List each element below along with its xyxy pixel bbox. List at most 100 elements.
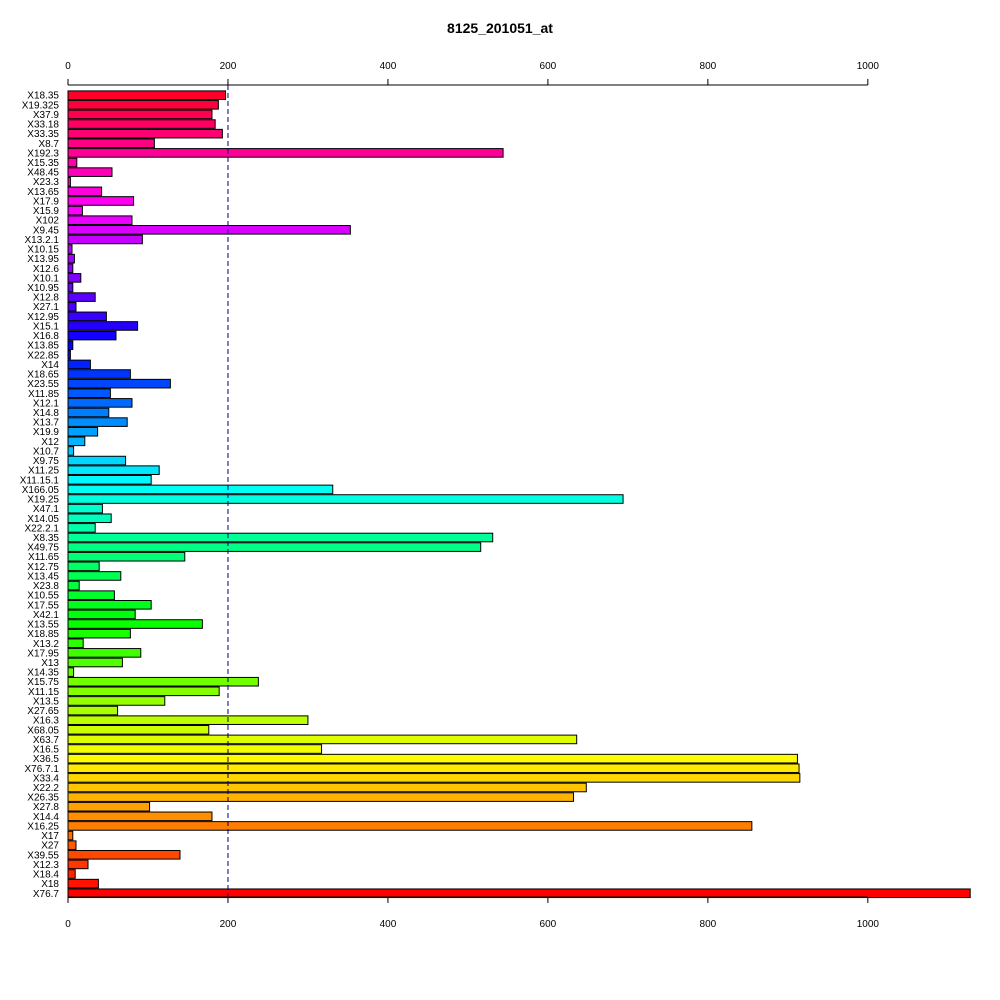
bar-X192.3 <box>67 148 504 158</box>
bar-X13.2 <box>67 638 84 649</box>
bar-X12.95 <box>67 311 107 322</box>
bar-X12.3 <box>67 859 89 870</box>
bar-X8.35 <box>67 532 494 543</box>
bars-layer <box>67 90 971 899</box>
category-label: X22.85 <box>27 350 59 361</box>
category-label: X76.7.1 <box>25 764 60 775</box>
bar-X33.18 <box>67 119 216 129</box>
bar-X19.325 <box>67 100 219 110</box>
bar-X33.4 <box>67 773 801 783</box>
bar-X42.1 <box>67 609 136 620</box>
category-label: X27 <box>41 841 59 852</box>
bar-X12.6 <box>67 263 74 274</box>
category-label: X49.75 <box>27 543 59 554</box>
category-label: X19.25 <box>27 495 59 506</box>
bar-X27 <box>67 840 77 850</box>
category-labels: X18.35X19.325X37.9X33.18X33.35X8.7X192.3… <box>20 91 60 900</box>
bar-X17 <box>67 830 74 841</box>
bar-X13 <box>67 657 123 668</box>
category-label: X16.3 <box>33 716 60 727</box>
bar-X13.65 <box>67 186 103 197</box>
bar-X16.25 <box>67 821 753 831</box>
category-label: X18.4 <box>33 870 60 881</box>
category-label: X13.55 <box>27 620 59 631</box>
category-label: X17.95 <box>27 648 59 659</box>
category-label: X19.325 <box>22 100 60 111</box>
bar-X68.05 <box>67 724 210 735</box>
tick-label: 0 <box>65 919 71 930</box>
category-label: X76.7 <box>33 889 60 900</box>
category-label: X13.45 <box>27 571 59 582</box>
bar-X33.35 <box>67 128 223 139</box>
bar-X15.1 <box>67 321 139 331</box>
bar-X102 <box>67 215 133 225</box>
category-label: X14.05 <box>27 514 59 525</box>
bar-X15.9 <box>67 205 83 216</box>
category-label: X10.1 <box>33 273 60 284</box>
category-label: X12.75 <box>27 562 59 573</box>
category-label: X10.15 <box>27 245 59 256</box>
bar-X23.8 <box>67 580 80 591</box>
tick-label: 800 <box>700 919 717 930</box>
category-label: X16.25 <box>27 821 59 832</box>
category-label: X13.7 <box>33 418 60 429</box>
category-label: X33.18 <box>27 120 59 131</box>
category-label: X8.35 <box>33 533 60 544</box>
bar-X36.5 <box>67 753 798 764</box>
bar-X22.85 <box>67 350 71 360</box>
bar-X13.95 <box>67 253 75 264</box>
bar-X14 <box>67 359 91 370</box>
category-label: X15.75 <box>27 677 59 688</box>
category-label: X11.65 <box>28 552 59 563</box>
bar-X9.45 <box>67 225 351 235</box>
bar-X10.55 <box>67 590 115 600</box>
category-label: X10.7 <box>33 446 60 457</box>
category-label: X47.1 <box>33 504 60 515</box>
tick-label: 1000 <box>857 61 880 72</box>
tick-label: 800 <box>700 61 717 72</box>
category-label: X192.3 <box>27 148 59 159</box>
bar-X16.3 <box>67 715 309 725</box>
bar-X12.75 <box>67 561 100 572</box>
category-label: X17 <box>41 831 59 842</box>
category-label: X33.35 <box>27 129 59 140</box>
category-label: X13.85 <box>27 341 59 352</box>
bar-X27.65 <box>67 705 119 716</box>
bar-X17.55 <box>67 600 152 610</box>
bar-X27.8 <box>67 801 151 812</box>
bar-X22.2 <box>67 782 587 793</box>
category-label: X27.65 <box>27 706 59 717</box>
category-label: X13.5 <box>33 696 60 707</box>
category-label: X17.9 <box>33 196 60 207</box>
tick-label: 600 <box>540 919 557 930</box>
category-label: X19.9 <box>33 427 60 438</box>
bar-X18 <box>67 878 99 889</box>
bar-X11.25 <box>67 465 160 475</box>
bar-X76.7.1 <box>67 763 800 774</box>
category-label: X13.2.1 <box>25 235 60 246</box>
bar-X39.55 <box>67 849 181 860</box>
category-label: X23.3 <box>33 177 60 188</box>
category-label: X17.55 <box>27 600 59 611</box>
category-label: X15.1 <box>33 321 60 332</box>
tick-label: 400 <box>380 61 397 72</box>
category-label: X33.4 <box>33 773 60 784</box>
bar-X23.55 <box>67 378 171 389</box>
category-label: X27.1 <box>33 302 60 313</box>
bar-X13.85 <box>67 340 74 350</box>
category-label: X12.3 <box>33 860 60 871</box>
category-label: X37.9 <box>33 110 60 121</box>
tick-label: 0 <box>65 61 71 72</box>
bar-X12.8 <box>67 292 96 302</box>
bar-X18.35 <box>67 90 227 101</box>
category-label: X102 <box>36 216 60 227</box>
bar-X63.7 <box>67 734 578 745</box>
top-axis: 0 200 400 600 800 1000 <box>65 61 880 86</box>
bar-X14.8 <box>67 407 110 418</box>
bar-X11.85 <box>67 388 111 399</box>
bar-X19.25 <box>67 494 624 504</box>
bar-X13.5 <box>67 696 166 706</box>
bar-X11.15.1 <box>67 475 152 485</box>
tick-label: 200 <box>220 61 237 72</box>
bar-X13.55 <box>67 619 203 629</box>
